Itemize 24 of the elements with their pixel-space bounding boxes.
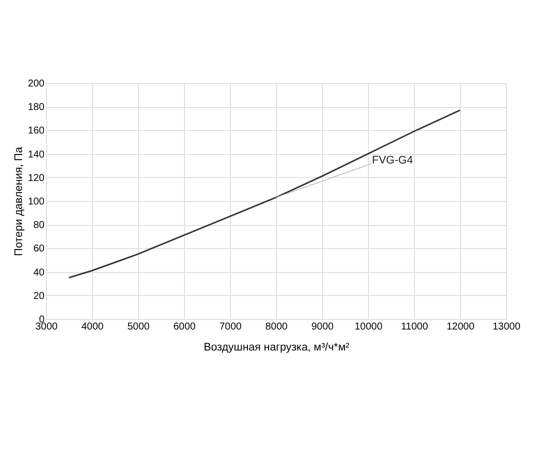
y-tick-label: 140 bbox=[28, 149, 45, 160]
x-tick-label: 12000 bbox=[446, 322, 475, 332]
x-tick-label: 4000 bbox=[81, 322, 104, 332]
x-tick-label: 5000 bbox=[127, 322, 150, 332]
line-series bbox=[68, 109, 461, 278]
annotation: FVG-G4 bbox=[372, 154, 413, 166]
x-tick-label: 9000 bbox=[311, 322, 334, 332]
y-tick-label: 200 bbox=[28, 78, 45, 90]
x-tick-label: 8000 bbox=[265, 322, 288, 332]
x-axis-title: Воздушная нагрузка, м³/ч*м² bbox=[204, 342, 350, 354]
y-tick-label: 80 bbox=[33, 220, 45, 232]
y-tick-label: 180 bbox=[28, 102, 45, 114]
x-tick-label: 6000 bbox=[173, 322, 196, 332]
y-tick-label: 20 bbox=[33, 290, 45, 302]
y-tick-label: 100 bbox=[28, 196, 45, 208]
x-tick-label: 11000 bbox=[400, 322, 428, 332]
x-tick-label: 13000 bbox=[492, 322, 521, 332]
y-tick-label: 60 bbox=[33, 244, 45, 255]
y-tick-label: 120 bbox=[28, 172, 45, 184]
y-tick-label: 160 bbox=[28, 126, 45, 137]
y-axis-title: Потери давления, Па bbox=[12, 146, 25, 256]
x-tick-label: 7000 bbox=[219, 322, 242, 332]
x-tick-label: 10000 bbox=[354, 322, 383, 332]
y-tick-label: 40 bbox=[33, 267, 45, 278]
